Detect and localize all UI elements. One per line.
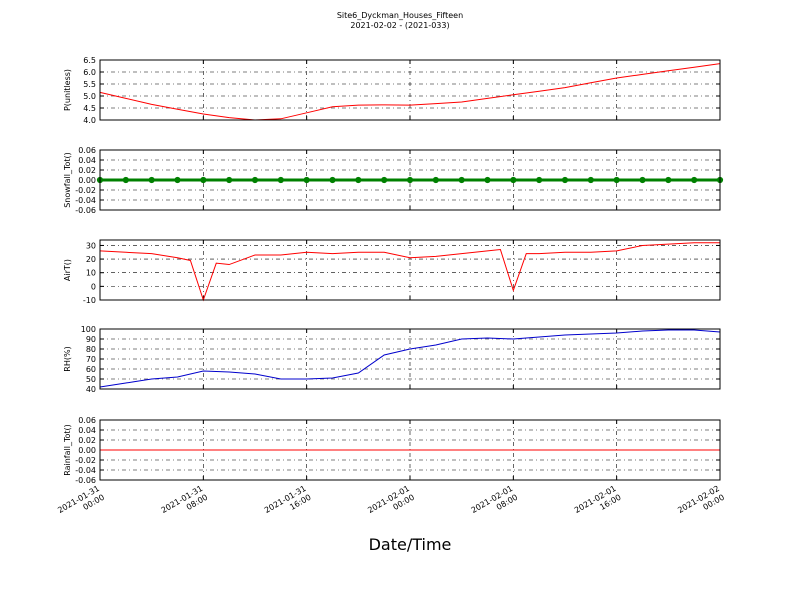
y-tick-label: 5.5 [83,80,96,89]
series-marker [484,176,491,184]
y-tick-label: 6.0 [83,68,96,77]
x-tick-label: 2021-02-0108:00 [470,484,520,524]
series-marker [277,176,284,184]
y-tick-label: 70 [86,355,96,364]
y-tick-label: 30 [86,241,96,250]
y-tick-label: 4.0 [83,116,96,125]
x-tick-label: 2021-02-0100:00 [366,484,416,524]
series-marker [406,176,414,184]
x-tick-label: 2021-02-0116:00 [573,484,623,524]
figure-title: Site6_Dyckman_Houses_Fifteen [337,11,463,20]
axes-frame [99,59,721,121]
axes-frame [99,328,721,390]
series-line [99,329,721,388]
series-marker [536,176,543,184]
figure-subtitle: 2021-02-02 - (2021-033) [350,21,449,30]
axes-frame [99,149,721,211]
y-tick-label: 0.00 [78,176,96,185]
series-marker [510,176,517,184]
y-tick-label: -0.04 [75,196,96,205]
series-marker [587,176,594,184]
y-axis-label: RH(%) [63,346,72,371]
y-axis-label: Snowfall_Tot() [63,152,72,208]
series-marker [303,176,310,184]
series-marker [329,176,336,184]
y-tick-label: 0.04 [78,426,96,435]
x-tick-label: 2021-01-3100:00 [56,484,106,524]
y-tick-label: 90 [86,335,96,344]
y-tick-label: 0 [91,282,96,291]
series-marker [174,176,181,184]
series-marker [665,176,672,184]
series-line [99,242,720,302]
y-tick-label: 50 [86,375,96,384]
y-tick-label: 40 [86,385,96,394]
x-tick-label: 2021-01-3108:00 [160,484,210,524]
y-tick-label: 0.06 [78,416,96,425]
series-marker [200,176,207,184]
series-marker [226,176,233,184]
y-tick-label: 5.0 [83,92,96,101]
y-tick-label: 20 [86,255,96,264]
y-tick-label: 80 [86,345,96,354]
y-tick-label: 100 [81,325,96,334]
y-tick-label: -0.06 [75,476,96,485]
series-marker [639,176,646,184]
x-tick-label: 2021-01-3116:00 [263,484,313,524]
y-axis-label: AirT() [63,259,72,281]
axes-frame [99,239,721,301]
series-marker [122,176,129,184]
y-tick-label: 0.04 [78,156,96,165]
series-marker [561,176,569,184]
series-marker [355,176,362,184]
y-tick-label: 0.02 [78,436,96,445]
y-tick-label: 10 [86,269,96,278]
y-tick-label: 6.5 [83,56,96,65]
y-tick-label: -0.04 [75,466,96,475]
series-marker [148,176,155,184]
series-marker [691,176,698,184]
axes-frame [99,419,721,481]
series-marker [432,176,439,184]
series-marker [613,176,620,184]
y-axis-label: P(unitless) [63,69,72,111]
series-marker [381,176,388,184]
y-axis-label: Rainfall_Tot() [63,424,72,476]
y-tick-label: -0.06 [75,206,96,215]
y-tick-label: 0.06 [78,146,96,155]
x-axis-label: Date/Time [369,535,452,554]
y-tick-label: -0.02 [75,186,96,195]
y-tick-label: -0.02 [75,456,96,465]
y-tick-label: 4.5 [83,104,96,113]
series-marker [458,176,465,184]
y-tick-label: -10 [83,296,96,305]
x-tick-label: 2021-02-0200:00 [676,484,726,524]
series-marker [251,176,259,184]
y-tick-label: 60 [86,365,96,374]
series-line [99,63,721,121]
y-tick-label: 0.02 [78,166,96,175]
y-tick-label: 0.00 [78,446,96,455]
